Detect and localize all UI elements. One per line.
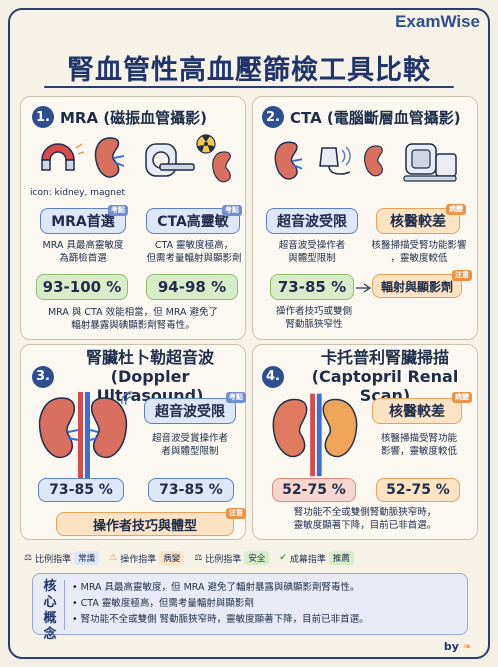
- magnet-icon: [41, 143, 85, 171]
- legend-item: ✔ 成幕指準 推薦: [279, 551, 354, 565]
- mra-description: MRA 具最高靈敏度 為篩檢首選: [42, 240, 124, 264]
- section-number: 4.: [262, 365, 284, 388]
- section-doppler-header: 3. 腎臟杜卜勒超音波 (Doppler Ultrasound): [32, 348, 240, 405]
- warning-icon: ⚠: [109, 553, 118, 563]
- legend-item: ⚖ 比例指準 安全: [194, 551, 270, 565]
- gamma-camera-icon: [403, 143, 457, 182]
- operator-skill-badge: 操作者技巧與體型: [56, 512, 234, 536]
- scale-icon: ⚖: [24, 553, 33, 563]
- cta-description: CTA 靈敏度極高， 但需考量輻射與顯影劑: [146, 240, 242, 264]
- kidney-scan-icon: [272, 393, 358, 477]
- kidney-icon: [364, 145, 383, 177]
- section-number: 2.: [262, 106, 284, 128]
- by-label: by: [443, 640, 459, 653]
- lesion-tag: 病變: [452, 392, 472, 403]
- ct-scanner-icon: [145, 143, 195, 177]
- author-credit: by ❧: [444, 640, 472, 653]
- core-concept-item: MRA 具最高靈敏度，但 MRA 避免了輻射暴露與碘顯影劑腎毒性。: [72, 580, 464, 596]
- legend-label: 比例指準: [35, 554, 72, 565]
- legend-badge: 安全: [244, 551, 270, 565]
- page-title: 腎血管性高血壓篩檢工具比較: [67, 55, 431, 86]
- section-number: 1.: [32, 106, 54, 128]
- leaf-icon: ❧: [462, 640, 472, 653]
- exam-point-tag: 考點: [108, 205, 128, 216]
- legend-badge: 推薦: [328, 551, 354, 565]
- check-icon: ✔: [279, 553, 287, 563]
- ultrasound-limited-badge: 超音波受限: [144, 398, 236, 424]
- core-concept-item: CTA 靈敏度極高，但需考量輻射與顯影劑: [72, 596, 464, 612]
- caution-tag: 注意: [226, 508, 246, 519]
- doppler-description: 超音波受賞操作者 者與體型限制: [151, 433, 228, 457]
- section-mra-header: 1. MRA (磁振血管攝影): [32, 106, 207, 128]
- caution-tag: 注意: [452, 270, 472, 281]
- title-divider: [44, 86, 454, 88]
- legend-label: 成幕指準: [289, 554, 326, 565]
- ultrasound-probe-icon: [319, 146, 351, 175]
- section-title: CTA (電腦斷層血管攝影): [290, 108, 461, 127]
- icon-caption: icon: kidney, magnet: [30, 188, 126, 198]
- mra-first-choice-badge: MRA首選: [40, 208, 126, 234]
- kidney-icon: [94, 137, 125, 178]
- ultrasound-description: 超音波受操作者 與體型限制: [278, 240, 346, 264]
- legend-bar: ⚖ 比例指準 常識 ⚠ 操作指準 病變 ⚖ 比例指準 安全 ✔ 成幕指準 推薦: [24, 548, 474, 568]
- section-captopril-note: 腎功能不全或雙側腎動脈狹窄時， 靈敏度顯著下降，目前已非首選。: [293, 507, 437, 531]
- legend-item: ⚖ 比例指準 常識: [24, 551, 100, 565]
- lesion-tag: 病變: [446, 204, 466, 215]
- legend-badge: 常識: [74, 551, 100, 565]
- legend-item: ⚠ 操作指準 病變: [109, 551, 185, 565]
- core-divider: [64, 580, 65, 630]
- ultrasound-sensitivity-value: 73-85 %: [270, 274, 354, 300]
- cta-sensitivity-value: 94-98 %: [146, 274, 238, 300]
- arrow-icon: [356, 283, 372, 293]
- core-concepts-list: MRA 具最高靈敏度，但 MRA 避免了輻射暴露與碘顯影劑腎毒性。 CTA 靈敏…: [72, 580, 464, 628]
- mra-sensitivity-value: 93-100 %: [36, 274, 128, 300]
- section-mra-note: MRA 與 CTA 效能相當，但 MRA 避免了 輻射暴露與碘顯影劑腎毒性。: [47, 307, 219, 331]
- kidney-doppler-icon: [38, 392, 128, 478]
- captopril-sensitivity-value: 52-75 %: [272, 478, 356, 502]
- doppler-sensitivity-value: 73-85 %: [148, 478, 234, 502]
- exam-point-tag: 考點: [226, 392, 246, 403]
- section-title: 腎臟杜卜勒超音波 (Doppler Ultrasound): [85, 348, 214, 405]
- nuclear-inferior-badge: 核醫較差: [372, 398, 462, 424]
- ultrasound-limited-badge: 超音波受限: [266, 208, 358, 234]
- kidney-icon: [274, 141, 303, 180]
- section-title: MRA (磁振血管攝影): [60, 108, 208, 127]
- nuclear-description: 核醫掃描受腎功能影響 ，靈敏度較低: [371, 240, 467, 264]
- captopril-description: 核醫掃描受腎功能 影響，靈敏度較低: [380, 433, 457, 457]
- legend-label: 比例指準: [205, 554, 242, 565]
- radiation-contrast-badge: 輻射與顯影劑: [372, 274, 462, 298]
- core-concepts-label: 核心概念: [43, 579, 57, 642]
- section-number: 3.: [32, 365, 54, 388]
- legend-badge: 病變: [159, 551, 185, 565]
- radiation-icon: [196, 134, 216, 154]
- ultrasound-wave-icon: [121, 391, 133, 406]
- exam-point-tag: 考點: [222, 205, 242, 216]
- legend-label: 操作指準: [120, 554, 157, 565]
- doppler-sensitivity-value: 73-85 %: [38, 478, 124, 502]
- brand-logo: ExamWise: [395, 12, 480, 31]
- captopril-sensitivity-value: 52-75 %: [376, 478, 460, 502]
- core-concept-item: 腎功能不全或雙側 腎動脈狹窄時，靈敏度顯著下降，目前已非首選。: [72, 612, 464, 628]
- section-cta-header: 2. CTA (電腦斷層血管攝影): [262, 106, 461, 128]
- scale-icon: ⚖: [194, 553, 203, 563]
- nuclear-inferior-badge: 核醫較差: [376, 208, 460, 234]
- section-cta-note: 操作者技巧或雙側 腎動脈狹窄性: [275, 306, 352, 330]
- kidney-icon: [212, 151, 231, 183]
